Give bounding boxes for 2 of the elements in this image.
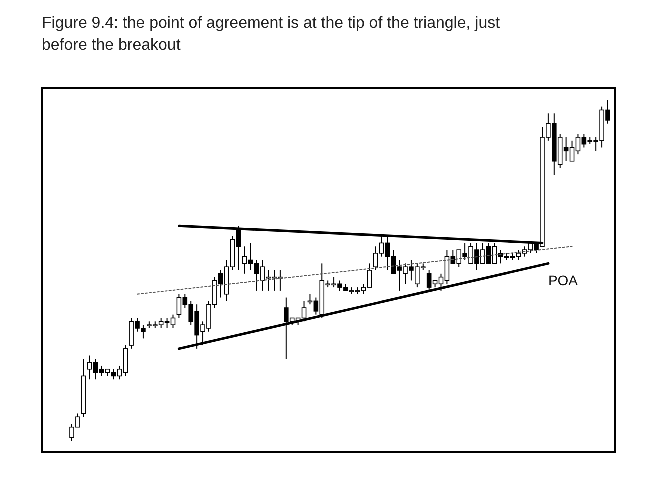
chart-title: Figure 9.4: the point of agreement is at the tip of the triangle, just before the breakout: [42, 15, 501, 54]
annotation: POA: [548, 272, 579, 289]
